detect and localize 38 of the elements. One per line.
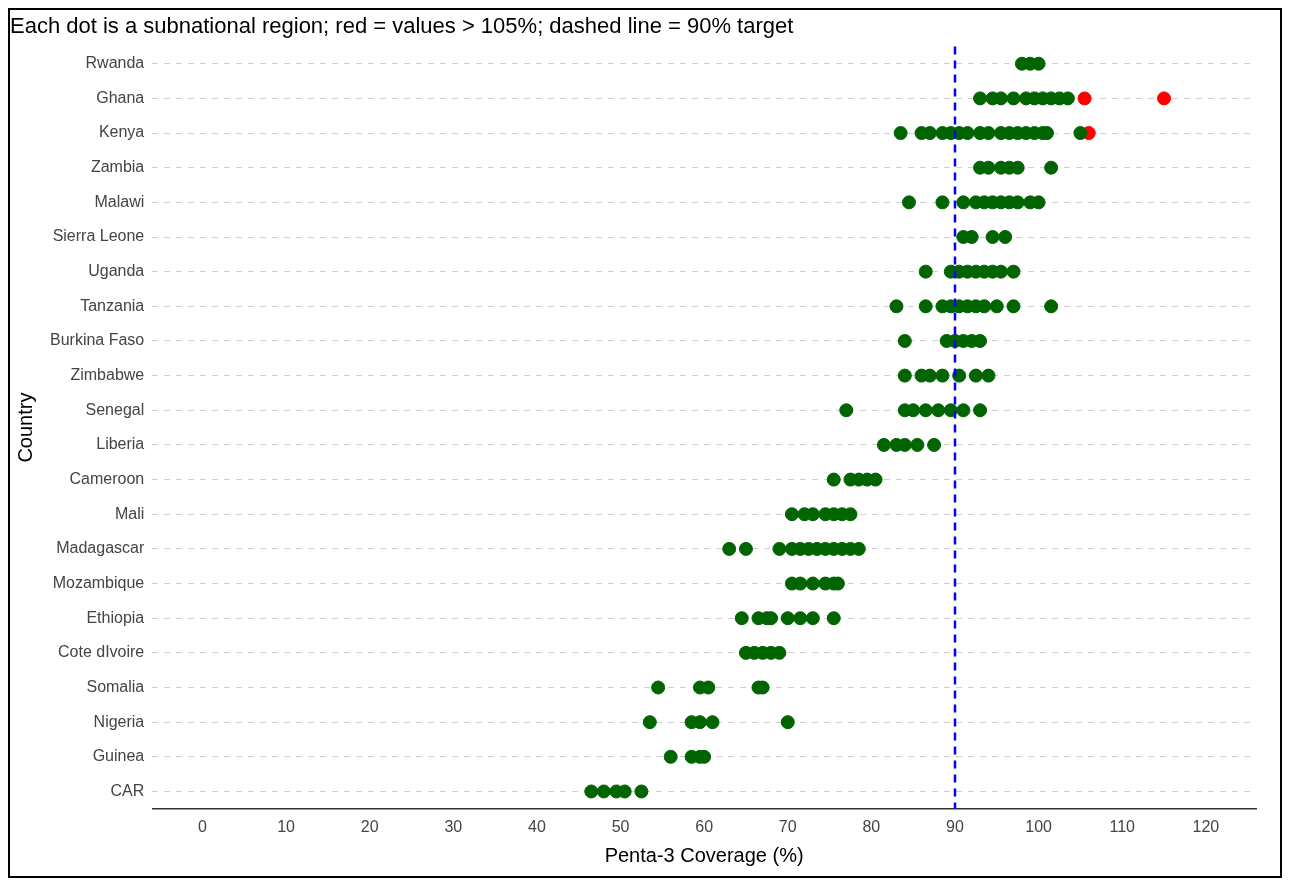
y-tick-label: Cameroon <box>69 469 145 487</box>
x-tick-label: 10 <box>277 817 296 835</box>
y-tick-label: Malawi <box>94 192 145 210</box>
y-tick-label: Burkina Faso <box>50 331 145 349</box>
y-tick-label: Cote dIvoire <box>58 643 145 661</box>
y-tick-label: Madagascar <box>56 539 145 557</box>
y-tick-label: CAR <box>110 781 145 799</box>
chart-title: Each dot is a subnational region; red = values > 105%; dashed line = 90% target <box>10 13 794 39</box>
y-tick-label: Liberia <box>96 435 145 453</box>
x-tick-label: 120 <box>1192 817 1220 835</box>
x-tick-label: 20 <box>360 817 379 835</box>
y-tick-label: Nigeria <box>93 712 145 730</box>
y-tick-label: Kenya <box>98 123 145 141</box>
x-tick-label: 0 <box>197 817 207 835</box>
x-tick-label: 80 <box>862 817 881 835</box>
y-tick-label: Mozambique <box>52 573 145 591</box>
y-tick-label: Ethiopia <box>86 608 145 626</box>
x-tick-label: 30 <box>444 817 463 835</box>
x-tick-label: 60 <box>695 817 714 835</box>
y-tick-label: Zimbabwe <box>70 366 145 384</box>
x-tick-label: 90 <box>946 817 964 835</box>
y-tick-label: Senegal <box>85 400 145 418</box>
x-tick-label: 100 <box>1025 817 1053 835</box>
y-tick-label: Ghana <box>96 88 145 106</box>
y-tick-label: Somalia <box>86 677 145 695</box>
y-tick-label: Tanzania <box>80 296 145 314</box>
y-tick-label: Guinea <box>92 747 145 765</box>
y-tick-label: Rwanda <box>85 54 145 72</box>
y-tick-label: Uganda <box>88 262 145 280</box>
x-tick-label: 70 <box>778 817 797 835</box>
x-tick-label: 110 <box>1109 817 1136 835</box>
y-tick-label: Zambia <box>90 158 145 176</box>
y-tick-label: Sierra Leone <box>52 227 145 245</box>
x-axis-title: Penta-3 Coverage (%) <box>604 843 804 866</box>
x-tick-label: 50 <box>611 817 630 835</box>
x-tick-label: 40 <box>528 817 546 835</box>
y-tick-label: Mali <box>114 504 145 522</box>
y-axis-title: Country <box>13 392 36 463</box>
